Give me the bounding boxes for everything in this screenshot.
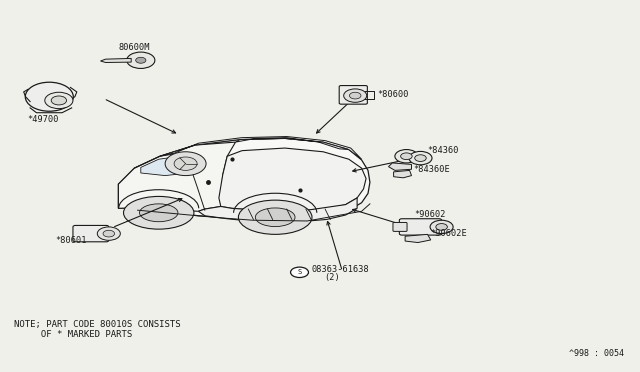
Circle shape (401, 153, 412, 160)
Polygon shape (405, 234, 431, 243)
Polygon shape (236, 138, 349, 150)
Circle shape (103, 230, 115, 237)
Text: *90602E: *90602E (431, 229, 467, 238)
FancyBboxPatch shape (339, 86, 367, 104)
Circle shape (51, 96, 67, 105)
Text: (2): (2) (324, 273, 340, 282)
Text: ^998 : 0054: ^998 : 0054 (569, 349, 624, 358)
Circle shape (45, 92, 73, 109)
Polygon shape (394, 170, 412, 178)
Polygon shape (118, 142, 236, 211)
FancyBboxPatch shape (393, 222, 407, 231)
Text: 08363-61638: 08363-61638 (311, 264, 369, 273)
Ellipse shape (26, 82, 73, 111)
Ellipse shape (140, 204, 178, 222)
Text: NOTE; PART CODE 80010S CONSISTS: NOTE; PART CODE 80010S CONSISTS (14, 320, 180, 328)
Circle shape (436, 224, 447, 230)
Polygon shape (100, 58, 131, 62)
Circle shape (409, 151, 432, 165)
Circle shape (127, 52, 155, 68)
Circle shape (174, 157, 197, 170)
Circle shape (165, 152, 206, 176)
Circle shape (430, 220, 453, 234)
FancyBboxPatch shape (399, 219, 442, 235)
Polygon shape (219, 148, 366, 211)
Polygon shape (141, 155, 192, 176)
Polygon shape (198, 198, 357, 222)
Circle shape (415, 155, 426, 161)
Text: *49700: *49700 (27, 115, 58, 124)
Text: 80600M: 80600M (118, 43, 150, 52)
Text: S: S (298, 269, 301, 275)
Circle shape (395, 150, 418, 163)
Ellipse shape (255, 208, 295, 227)
Text: *80601: *80601 (55, 236, 86, 245)
Ellipse shape (124, 196, 194, 229)
Text: *84360: *84360 (427, 146, 458, 155)
Text: *80600: *80600 (378, 90, 409, 99)
Ellipse shape (238, 200, 312, 234)
Circle shape (349, 92, 361, 99)
FancyBboxPatch shape (73, 225, 109, 242)
Polygon shape (118, 138, 370, 219)
Circle shape (136, 57, 146, 63)
Circle shape (291, 267, 308, 278)
Circle shape (344, 89, 367, 102)
Polygon shape (160, 137, 362, 159)
Text: OF * MARKED PARTS: OF * MARKED PARTS (14, 330, 132, 339)
Text: *84360E: *84360E (413, 165, 449, 174)
Polygon shape (388, 163, 412, 170)
Text: *90602: *90602 (415, 209, 446, 218)
Circle shape (97, 227, 120, 240)
